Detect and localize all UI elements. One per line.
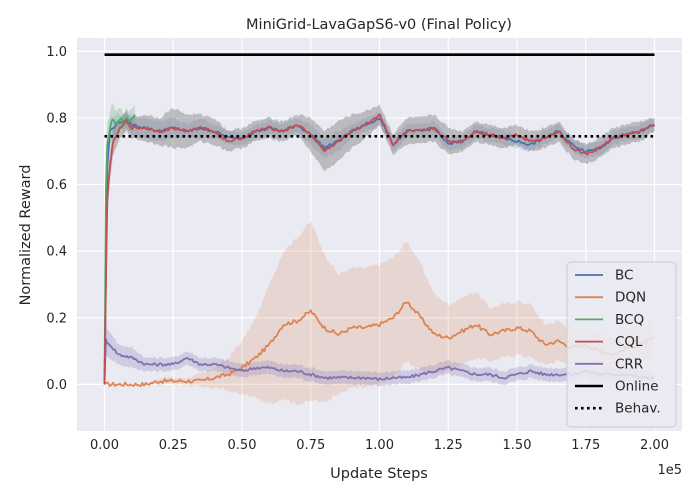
- series-line-dqn: [103, 301, 655, 388]
- band-dqn: [104, 220, 655, 407]
- y-tick-label: 0.4: [46, 245, 67, 260]
- series-line-bcq: [103, 114, 136, 385]
- y-axis-label: Normalized Reward: [18, 165, 34, 306]
- y-tick-label: 0.0: [46, 378, 67, 393]
- legend-label-cql: CQL: [615, 334, 643, 350]
- x-tick-label: 2.00: [640, 438, 669, 453]
- x-tick-label: 1.00: [365, 438, 394, 453]
- x-tick-label: 1.75: [571, 438, 600, 453]
- legend-label-online: Online: [615, 379, 659, 395]
- legend: BC DQN BCQ CQL CRR Online Behav.: [566, 261, 677, 428]
- series-lines: [103, 53, 656, 388]
- legend-label-bc: BC: [615, 268, 633, 284]
- x-tick-labels: 0.00 0.25 0.50 0.75 1.00 1.25 1.50 1.75 2.00: [90, 438, 669, 453]
- x-tick-label: 0.75: [296, 438, 325, 453]
- series-line-crr: [103, 337, 655, 385]
- band-bc: [104, 112, 655, 385]
- x-tick-label: 0.50: [228, 438, 257, 453]
- x-axis-offset-label: 1e5: [657, 463, 682, 478]
- legend-label-bcq: BCQ: [615, 312, 644, 328]
- x-tick-label: 1.50: [503, 438, 532, 453]
- y-tick-label: 1.0: [46, 45, 67, 60]
- legend-label-behav: Behav.: [615, 401, 661, 417]
- y-tick-label: 0.2: [46, 311, 67, 326]
- y-tick-labels: 0.0 0.2 0.4 0.6 0.8 1.0: [46, 45, 67, 393]
- band-bcq: [104, 102, 135, 385]
- chart-title: MiniGrid-LavaGapS6-v0 (Final Policy): [246, 17, 512, 33]
- x-axis-label: Update Steps: [330, 466, 428, 482]
- legend-label-dqn: DQN: [615, 290, 646, 306]
- legend-label-crr: CRR: [615, 356, 643, 372]
- x-tick-label: 1.25: [434, 438, 463, 453]
- y-tick-label: 0.8: [46, 111, 67, 126]
- x-tick-label: 0.00: [90, 438, 119, 453]
- x-tick-label: 0.25: [159, 438, 188, 453]
- y-tick-label: 0.6: [46, 178, 67, 193]
